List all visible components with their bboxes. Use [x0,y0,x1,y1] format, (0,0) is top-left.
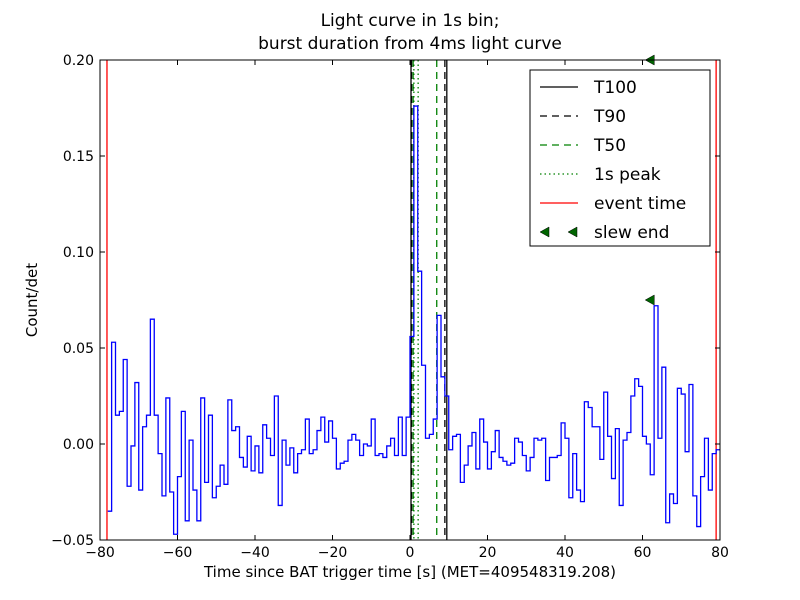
plot-area [106,54,720,540]
x-tick-label: 40 [556,545,574,561]
x-tick-label: 0 [406,545,415,561]
legend-label: slew end [594,223,669,243]
legend-label: T90 [593,107,626,127]
light-curve-step-line [107,105,720,535]
axis-ticks: −80 −60 −40 −20 0 20 40 60 80 −0.05 0.00 0.05 0.10 0.… [51,53,729,561]
y-axis-label: Count/det [23,263,41,337]
y-tick-label: −0.05 [51,533,94,549]
x-tick-label: −40 [240,545,270,561]
x-tick-label: 80 [711,545,729,561]
y-tick-label: 0.00 [63,437,94,453]
x-axis-label: Time since BAT trigger time [s] (MET=409… [203,563,616,581]
legend-box [529,69,711,247]
legend-label: T50 [593,136,626,156]
x-tick-label: 60 [634,545,652,561]
y-tick-label: 0.10 [63,245,94,261]
legend-marker-1 [567,226,578,238]
x-tick-label: −60 [163,545,193,561]
legend-label: event time [594,194,686,214]
chart-title-line-2: burst duration from 4ms light curve [258,34,562,54]
x-tick-label: −80 [85,545,115,561]
chart-title-line-1: Light curve in 1s bin; [321,11,500,31]
legend-marker-0 [539,226,550,238]
legend-label: T100 [593,78,637,98]
x-tick-label: −20 [318,545,348,561]
legend: T100 T90 T50 1s peak event time slew end [529,69,711,247]
y-tick-label: 0.15 [63,149,94,165]
y-tick-label: 0.05 [63,341,94,357]
x-tick-label: 20 [479,545,497,561]
y-tick-label: 0.20 [63,53,94,69]
axes-frame [99,59,721,541]
legend-label: 1s peak [594,165,661,185]
slew-end-marker-0 [644,294,655,306]
